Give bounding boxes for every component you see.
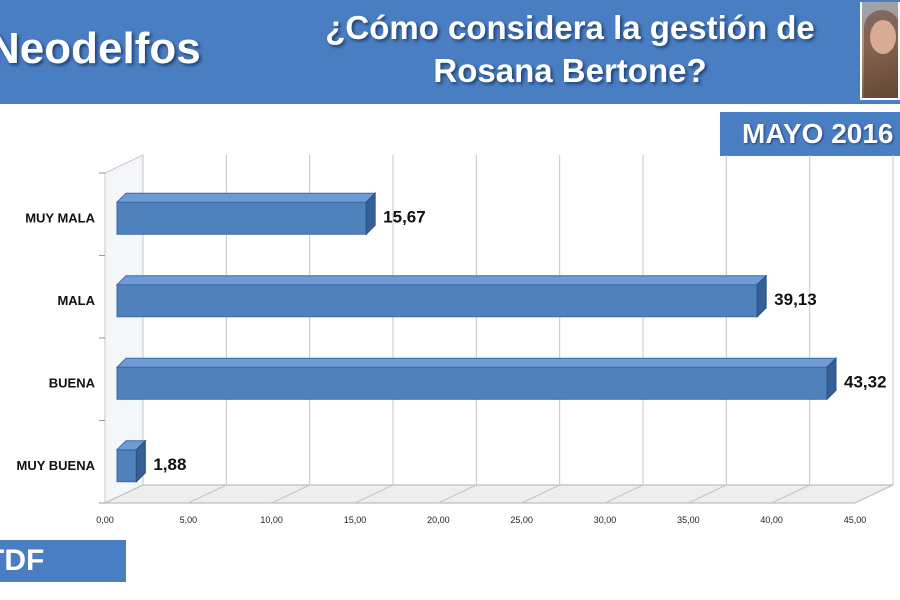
x-tick-label: 30,00: [594, 515, 617, 525]
survey-question-line-1: ¿Cómo considera la gestión de: [325, 9, 815, 46]
x-tick-label: 25,00: [510, 515, 533, 525]
category-label: MUY BUENA: [17, 458, 96, 473]
x-tick-label: 5,00: [180, 515, 198, 525]
x-tick-label: 35,00: [677, 515, 700, 525]
bar-value-label: 15,67: [383, 207, 426, 226]
bar-side-face: [135, 439, 146, 483]
header-banner: Neodelfos ¿Cómo considera la gestión de …: [0, 0, 900, 104]
gridline: [854, 155, 894, 504]
x-tick-label: 45,00: [844, 515, 867, 525]
bar: [116, 449, 137, 483]
bar-value-label: 43,32: [844, 372, 887, 391]
gridline: [688, 155, 727, 504]
gridline: [771, 155, 811, 504]
photo-face-shape: [870, 20, 896, 54]
bar-value-label: 1,88: [153, 455, 186, 474]
bar-value-label: 39,13: [774, 290, 817, 309]
gridline: [521, 155, 561, 504]
bar-top-face: [115, 275, 768, 286]
x-tick-label: 10,00: [260, 515, 283, 525]
gridline: [271, 155, 311, 504]
survey-question: ¿Cómo considera la gestión de Rosana Ber…: [245, 6, 895, 92]
bar: [116, 366, 828, 400]
x-tick-label: 20,00: [427, 515, 450, 525]
bar-top-face: [115, 357, 838, 368]
politician-photo: [860, 2, 900, 100]
chart-floor: [104, 484, 894, 504]
bar-side-face: [826, 357, 837, 401]
gridline: [604, 155, 644, 504]
brand-title: Neodelfos: [0, 24, 201, 73]
gridline: [438, 155, 477, 504]
date-badge: MAYO 2016: [720, 112, 900, 156]
source-badge: TDF: [0, 540, 126, 582]
gridline: [104, 155, 144, 504]
category-label: BUENA: [49, 375, 96, 390]
x-tick-label: 0,00: [96, 515, 114, 525]
gridline: [354, 155, 394, 504]
category-label: MALA: [57, 293, 95, 308]
bar-top-face: [115, 192, 377, 203]
bar-side-face: [365, 192, 376, 236]
gridline: [188, 155, 227, 504]
bar-side-face: [756, 274, 767, 318]
bar: [116, 284, 758, 318]
bar: [116, 201, 367, 235]
x-tick-label: 40,00: [760, 515, 783, 525]
survey-question-line-2: Rosana Bertone?: [433, 52, 707, 89]
x-tick-label: 15,00: [344, 515, 367, 525]
category-label: MUY MALA: [25, 210, 95, 225]
